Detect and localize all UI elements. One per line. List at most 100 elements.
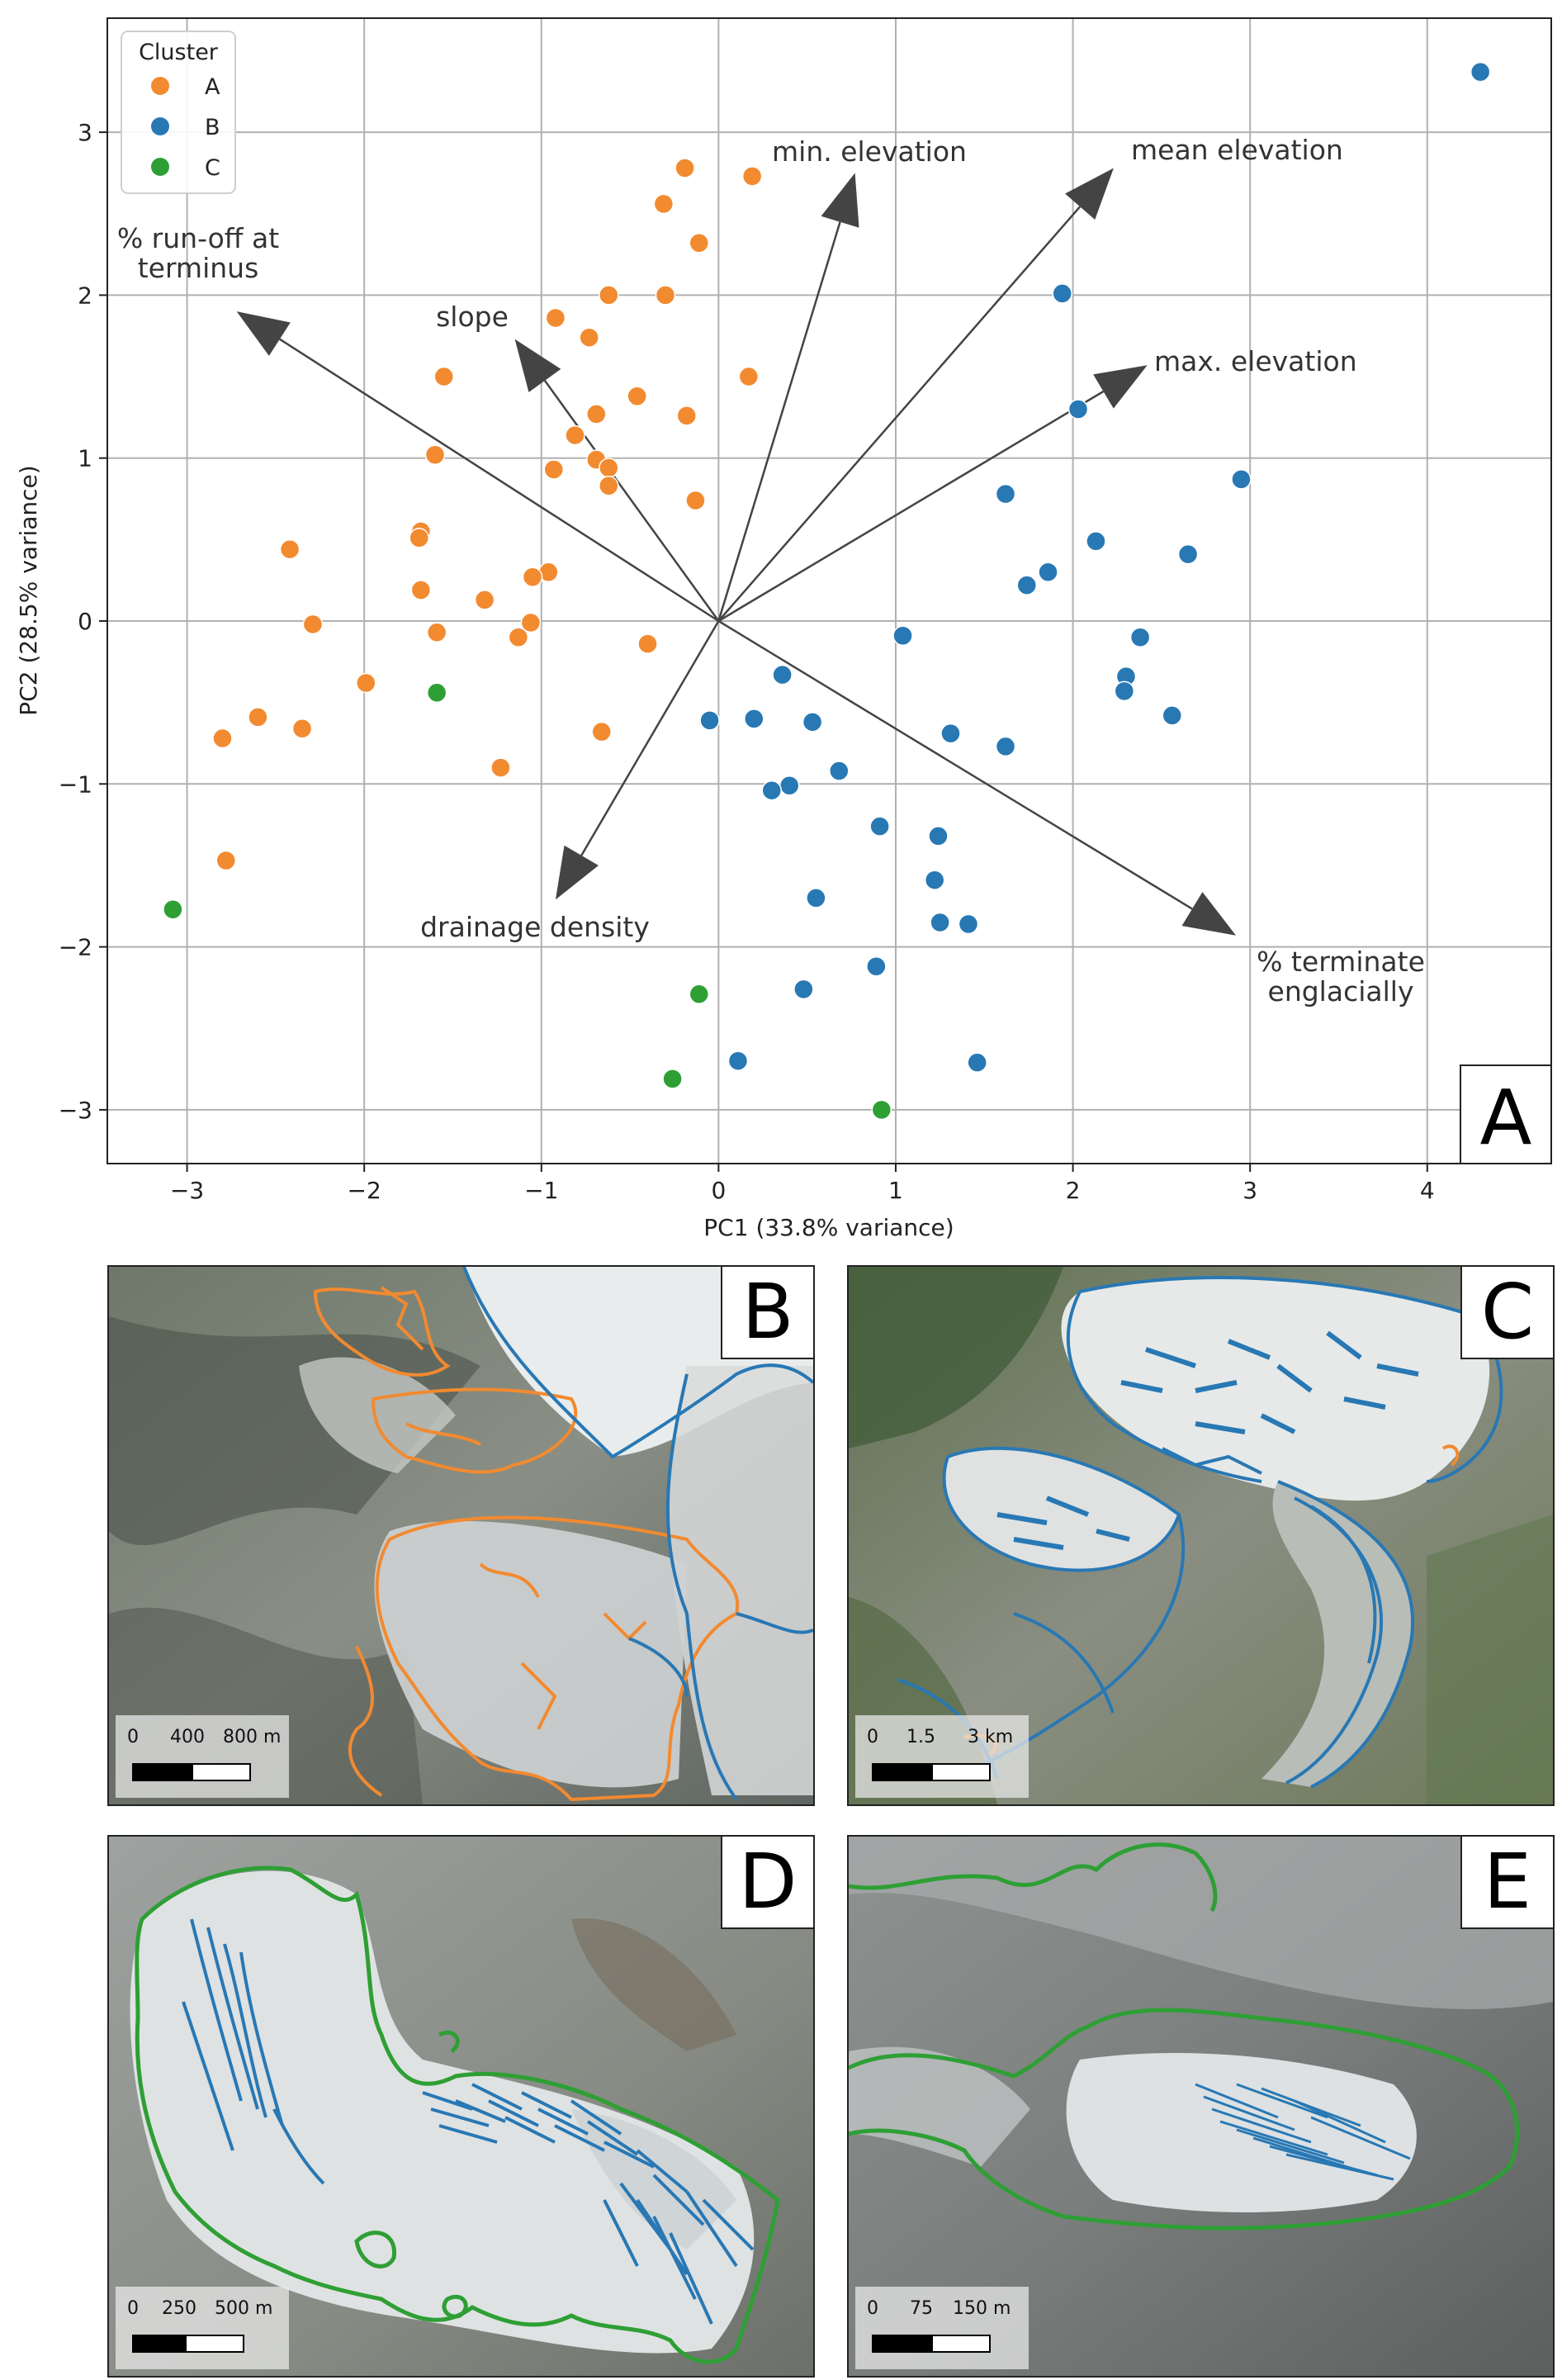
y-tick-label: −1: [59, 770, 92, 798]
x-tick-label: −1: [524, 1177, 558, 1204]
scatter-points: [163, 61, 1491, 1121]
aerial-image-b: [109, 1267, 813, 1804]
data-point-b: [930, 912, 950, 933]
loading-arrow: [717, 365, 1148, 623]
legend-marker-b: [151, 117, 169, 135]
scale-bar-black: [132, 1763, 192, 1781]
loading-arrow-shaft: [580, 620, 720, 856]
y-axis-title: PC2 (28.5% variance): [15, 465, 42, 715]
scale-bar-white: [192, 1763, 251, 1781]
loading-label-line: drainage density: [420, 911, 650, 943]
scale-bar-black: [872, 2335, 931, 2353]
glacier-outlines-orange: [313, 1286, 740, 1802]
legend-label-c: C: [205, 155, 220, 181]
loading-label-line: min. elevation: [772, 135, 967, 168]
scale-label-end: 800 m: [223, 1727, 282, 1747]
data-point-a: [586, 404, 607, 424]
loading-arrow-shaft: [543, 380, 720, 622]
y-tick-label: 2: [78, 282, 92, 309]
aerial-image-e: [849, 1837, 1553, 2376]
loading-arrows: [236, 168, 1237, 936]
scale-label-0: 0: [867, 1727, 878, 1747]
data-point-a: [474, 590, 495, 610]
loading-arrow-shaft: [717, 390, 1105, 623]
loading-label: max. elevation: [1154, 345, 1357, 377]
scale-bar-b: 0 400 800 m: [116, 1715, 289, 1798]
loading-label-line: mean elevation: [1131, 134, 1343, 166]
data-point-a: [248, 707, 268, 728]
data-point-a: [302, 614, 324, 635]
data-point-b: [995, 483, 1016, 505]
data-point-c: [426, 682, 447, 704]
data-point-c: [662, 1069, 683, 1089]
scale-label-0: 0: [867, 2298, 878, 2319]
x-tick-label: 4: [1420, 1177, 1435, 1204]
data-point-c: [871, 1099, 892, 1121]
channels-blue-e: [1195, 2083, 1411, 2181]
scale-bar-c: 0 1.5 3 km: [855, 1715, 1029, 1798]
data-point-a: [579, 327, 599, 348]
loading-label: drainage density: [420, 911, 650, 943]
data-point-b: [1038, 562, 1058, 583]
loading-arrow-shaft: [717, 206, 1082, 622]
loading-arrow: [555, 620, 720, 900]
data-point-b: [727, 1050, 749, 1071]
loading-arrow-shaft: [717, 619, 1193, 910]
data-point-a: [424, 444, 446, 466]
loading-arrow-head: [821, 173, 859, 228]
data-point-a: [520, 612, 542, 633]
data-point-a: [565, 424, 585, 446]
panel-letter-a: A: [1480, 1074, 1532, 1162]
y-tick-label: −3: [59, 1097, 92, 1124]
legend-marker-c: [151, 158, 169, 176]
data-point-c: [163, 898, 183, 920]
loading-arrow-head: [1065, 168, 1114, 220]
data-point-a: [689, 233, 710, 254]
panel-letter-e: E: [1460, 1837, 1553, 1929]
scale-label-mid: 250: [162, 2298, 196, 2319]
scale-label-end: 150 m: [953, 2298, 1011, 2319]
loading-label: mean elevation: [1131, 134, 1343, 166]
loading-label-line: englacially: [1268, 975, 1414, 1007]
loading-label-line: max. elevation: [1154, 345, 1357, 377]
scale-label-end: 3 km: [968, 1727, 1014, 1747]
loading-arrow: [717, 168, 1114, 622]
data-point-a: [685, 490, 706, 511]
data-point-b: [1052, 283, 1072, 304]
data-point-a: [291, 718, 313, 739]
plot-frame: [106, 17, 1552, 1164]
data-point-a: [356, 672, 376, 694]
scale-bar-e: 0 75 150 m: [855, 2287, 1029, 2369]
loading-arrow: [236, 311, 720, 623]
data-point-a: [676, 405, 697, 426]
loading-arrow-head: [514, 339, 561, 392]
data-point-a: [741, 166, 763, 187]
data-point-b: [1114, 680, 1135, 702]
data-point-a: [653, 193, 674, 215]
loading-arrow-shaft: [279, 338, 720, 623]
loading-arrow-head: [236, 311, 291, 356]
panel-letter-c: C: [1460, 1267, 1553, 1359]
data-point-b: [806, 888, 826, 908]
data-point-b: [829, 761, 850, 781]
scale-bar-white: [931, 1763, 991, 1781]
data-point-a: [738, 366, 760, 387]
data-point-a: [599, 458, 619, 478]
data-point-a: [409, 528, 429, 548]
data-point-b: [772, 664, 793, 685]
data-point-b: [958, 913, 979, 935]
channel-network-c: [996, 1330, 1419, 1550]
x-tick-label: 3: [1242, 1177, 1257, 1204]
y-tick-label: 1: [78, 445, 92, 472]
legend: Cluster A B C: [121, 31, 236, 194]
data-point-a: [599, 285, 619, 306]
loading-arrow-head: [1093, 365, 1148, 409]
loading-label-line: slope: [436, 301, 509, 333]
map-panel-d: D 0 250 500 m: [107, 1835, 815, 2378]
data-point-b: [866, 956, 887, 977]
map-panel-b: B 0 400 800 m: [107, 1265, 815, 1806]
x-tick-label: −2: [348, 1177, 381, 1204]
data-point-b: [1086, 531, 1106, 552]
data-point-b: [1129, 627, 1151, 647]
loading-label-line: % run-off at: [117, 222, 279, 254]
